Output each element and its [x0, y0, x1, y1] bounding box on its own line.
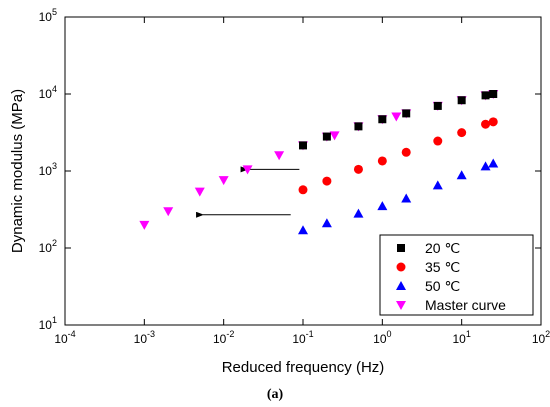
data-point: [194, 187, 205, 197]
x-tick-label: 10-1: [292, 329, 313, 346]
x-axis-ticks: [64, 17, 542, 325]
data-point: [274, 151, 285, 161]
legend-marker: [396, 281, 406, 290]
data-series: [139, 90, 499, 235]
legend-label: Master curve: [425, 297, 506, 313]
data-point: [488, 158, 499, 168]
x-tick-label: 100: [373, 329, 391, 346]
data-point: [433, 136, 443, 146]
legend-label: 50 ℃: [425, 278, 460, 294]
series-triangle-down: [139, 90, 499, 230]
legend-marker: [396, 262, 406, 272]
x-tick-label: 102: [532, 329, 550, 346]
data-point: [353, 164, 363, 174]
x-tick-label: 10-2: [213, 329, 234, 346]
legend-item: 20 ℃: [397, 240, 460, 256]
y-tick-label: 102: [39, 238, 57, 255]
x-axis-tick-labels: 10-4 10-3 10-2 10-1 100 101 102: [54, 329, 550, 346]
series-triangle-up: [298, 158, 499, 235]
legend-marker: [396, 301, 406, 310]
legend-label: 20 ℃: [425, 240, 460, 256]
data-point: [433, 101, 442, 110]
x-tick-label: 10-4: [54, 329, 75, 346]
data-point: [489, 90, 498, 98]
legend-marker: [397, 244, 405, 252]
data-point: [299, 141, 307, 150]
x-tick-label: 10-3: [134, 329, 155, 346]
data-point: [391, 112, 402, 122]
data-point: [218, 176, 229, 186]
data-point: [329, 131, 340, 141]
data-point: [378, 115, 387, 124]
data-point: [488, 117, 498, 127]
data-point: [322, 132, 331, 141]
data-point: [456, 170, 467, 180]
data-point: [377, 156, 387, 166]
y-tick-label: 103: [39, 161, 57, 178]
data-point: [354, 122, 363, 131]
data-point: [481, 119, 491, 129]
y-tick-label: 104: [39, 84, 57, 101]
data-point: [163, 207, 174, 217]
y-axis-title: Dynamic modulus (MPa): [9, 89, 26, 253]
data-point: [139, 220, 150, 230]
x-tick-label: 101: [452, 329, 470, 346]
data-point: [401, 147, 411, 157]
data-point: [481, 91, 490, 100]
data-point: [457, 96, 466, 105]
data-point: [298, 185, 308, 195]
legend-item: 35 ℃: [396, 259, 460, 275]
y-tick-label: 101: [39, 315, 57, 332]
y-axis-ticks: [65, 16, 541, 326]
legend-label: 35 ℃: [425, 259, 460, 275]
data-point: [242, 165, 253, 175]
panel-label: (a): [267, 387, 284, 402]
data-point: [457, 128, 467, 138]
data-point: [321, 218, 332, 228]
data-point: [480, 161, 491, 171]
data-point: [298, 225, 308, 235]
data-point: [377, 201, 388, 211]
y-tick-label: 105: [39, 7, 57, 24]
x-axis-title: Reduced frequency (Hz): [222, 359, 385, 376]
data-point: [432, 180, 443, 190]
data-point: [401, 193, 412, 203]
legend-item: Master curve: [396, 297, 506, 313]
legend: 20 ℃ 35 ℃ 50 ℃ Master curve: [379, 234, 534, 316]
data-point: [402, 109, 411, 118]
y-axis-tick-labels: 101 102 103 104 105: [39, 7, 57, 332]
data-point: [353, 208, 364, 218]
data-point: [322, 176, 332, 186]
series-square: [299, 90, 498, 150]
shift-arrows: [196, 166, 300, 218]
series-circle: [298, 117, 498, 195]
legend-item: 50 ℃: [396, 278, 460, 294]
